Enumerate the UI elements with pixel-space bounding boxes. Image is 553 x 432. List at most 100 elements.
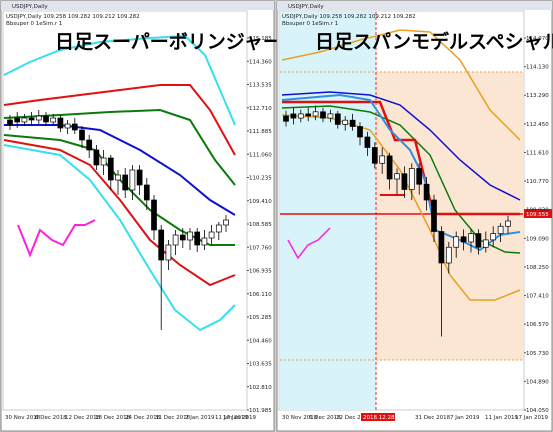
candle [297,113,304,119]
price-label: 113.535 [249,83,272,89]
candle [482,239,489,248]
candle [14,117,21,123]
band-lower-3 [3,144,236,332]
price-label: 104.050 [526,408,549,414]
candle [115,174,121,181]
price-tag [524,209,552,218]
price-label: 103.635 [249,362,272,368]
candle [438,231,445,264]
chart-window: USDJPY,Daily USDJPY,Daily 109.258 109.28… [0,0,282,432]
mid-line [281,91,521,201]
candle [35,115,42,121]
candle [305,113,312,117]
candle [497,225,504,234]
date-label: 17 Jan 2019 [515,415,548,421]
title-bar [277,1,552,10]
candle [28,117,35,121]
candle [50,117,57,123]
zone-peach [376,72,523,360]
candle [129,169,136,191]
date-label: 11 Jan 2019 [485,415,518,421]
candle [223,219,229,226]
candle [43,115,49,123]
window-title: USDJPY,Daily [288,4,324,10]
candle [179,234,186,241]
candle [320,111,326,119]
price-label: 106.935 [249,269,272,275]
price-label: 104.890 [526,379,549,385]
candle [445,246,452,264]
candle [172,234,179,246]
candle [327,113,334,119]
candle [79,129,85,141]
price-label: 110.770 [526,179,549,185]
upper-line [281,29,521,141]
price-label: 110.235 [249,176,272,182]
indicator: Bbsuper 0 1eSim.r 1 [6,21,62,27]
date-label: 18 Dec 2018 [95,415,131,421]
chart-window: USDJPY,Daily USDJPY,Daily 109.258 109.28… [276,0,553,432]
candle [283,115,289,122]
price-label: 106.570 [526,322,549,328]
candle [394,173,400,180]
cursor-tag [361,413,395,421]
date-label: 12 Dec 2018 [336,415,372,421]
candle [364,136,371,148]
date-label: 7 Jan 2019 [450,415,480,421]
candle [401,173,408,190]
title-bar [1,1,274,10]
candle [21,117,28,123]
date-label: 7 Jan 2019 [185,415,215,421]
price-label: 108.585 [249,222,272,228]
candle [423,183,430,201]
candle [57,117,64,129]
lagging-line [17,219,96,258]
candle [342,119,349,125]
candles [283,105,511,337]
candle [71,123,78,131]
candle [165,244,172,261]
band-upper-3 [3,34,236,126]
date-label: 30 Nov 2018 [5,415,41,421]
candle [107,157,114,181]
candle [136,169,143,186]
candle [431,199,437,232]
price-label: 114.130 [526,65,549,71]
candle [187,231,193,241]
cursor-date: 2018.12.28 00:00 [363,415,413,421]
overlay-title: 日足スパンモデルスペシャル [315,30,553,53]
band-lower-2 [3,139,236,287]
price-label: 109.090 [526,236,549,242]
lower-line [281,105,521,254]
candle [357,126,363,138]
candle [143,184,150,201]
zone-blue [280,12,376,410]
candle [7,119,13,126]
price-label: 114.360 [249,59,272,65]
candle [386,155,393,180]
price-label: 108.250 [526,265,549,271]
date-label: 30 Nov 2018 [282,415,318,421]
candle [86,139,93,151]
price-axis: 114.970 114.130 113.290 112.450 111.610 110.7… [524,36,549,414]
info: USDJPY,Daily 109.258 109.282 109.212 109… [6,14,140,20]
candle [158,229,165,261]
price-label: 109.930 [526,208,549,214]
price-label: 105.285 [249,315,272,321]
candle [379,155,386,164]
candle [151,199,157,231]
price-label: 105.730 [526,351,549,357]
candle [290,113,297,119]
candle [490,233,497,241]
date-label: 12 Dec 2018 [65,415,101,421]
date-label: 6 Dec 2018 [309,415,341,421]
candle [349,119,356,127]
candles [7,110,229,330]
candle [100,157,107,166]
candle [408,168,415,190]
price-label: 112.450 [526,122,549,128]
